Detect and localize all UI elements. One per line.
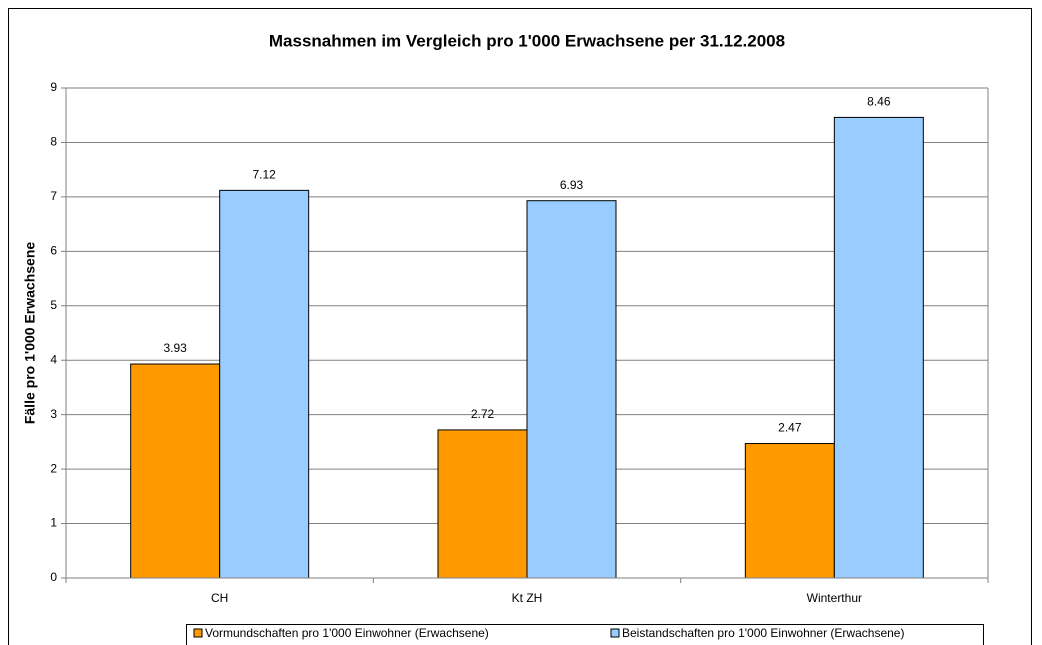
data-label: 7.12 <box>252 168 276 182</box>
y-tick-label: 7 <box>50 189 57 203</box>
y-tick-label: 2 <box>50 461 57 475</box>
bar <box>744 443 835 579</box>
y-tick-label: 9 <box>50 80 57 94</box>
legend-label: Vormundschaften pro 1'000 Einwohner (Erw… <box>205 626 489 640</box>
bar <box>526 200 617 579</box>
x-tick-label: Winterthur <box>807 591 862 605</box>
bar <box>833 116 924 579</box>
bar <box>219 189 310 579</box>
x-tick-label: CH <box>211 591 228 605</box>
data-label: 6.93 <box>560 178 584 192</box>
bar <box>437 429 528 579</box>
y-tick-label: 3 <box>50 407 57 421</box>
chart-border <box>8 8 1032 645</box>
legend-swatch <box>193 628 203 638</box>
legend-label: Beistandschaften pro 1'000 Einwohner (Er… <box>622 626 904 640</box>
chart-title: Massnahmen im Vergleich pro 1'000 Erwach… <box>269 31 785 50</box>
y-tick-label: 0 <box>50 570 57 584</box>
y-tick-label: 5 <box>50 298 57 312</box>
x-tick-label: Kt ZH <box>512 591 543 605</box>
y-tick-label: 6 <box>50 244 57 258</box>
bar <box>130 363 221 579</box>
y-tick-label: 1 <box>50 516 57 530</box>
data-label: 8.46 <box>867 95 891 109</box>
legend-box <box>186 624 984 645</box>
y-axis-label: Fälle pro 1'000 Erwachsene <box>22 242 38 425</box>
data-label: 3.93 <box>163 341 187 355</box>
data-label: 2.47 <box>778 421 802 435</box>
y-tick-label: 8 <box>50 135 57 149</box>
data-label: 2.72 <box>471 407 495 421</box>
y-tick-label: 4 <box>50 352 57 366</box>
legend-swatch <box>610 628 620 638</box>
